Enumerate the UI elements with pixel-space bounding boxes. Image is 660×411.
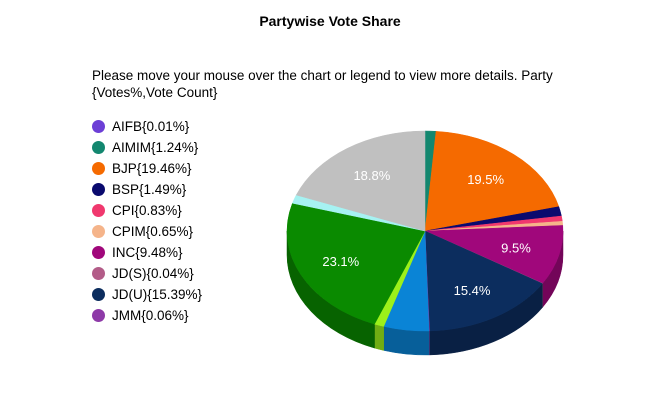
pie-data-label: 23.1% [322,254,359,269]
legend-label: INC{9.48%} [112,245,183,260]
legend-item[interactable]: BJP{19.46%} [92,158,202,179]
legend-swatch [92,288,105,301]
pie-data-label: 19.5% [467,172,504,187]
legend-swatch [92,183,105,196]
legend-swatch [92,120,105,133]
legend-swatch [92,246,105,259]
legend-item[interactable]: AIMIM{1.24%} [92,137,202,158]
pie-slice[interactable] [286,202,426,325]
pie-slices [286,130,564,332]
legend-item[interactable]: JD(U){15.39%} [92,284,202,305]
legend-label: JD(S){0.04%} [112,266,194,281]
legend-label: CPI{0.83%} [112,203,182,218]
legend-item[interactable]: CPIM{0.65%} [92,221,202,242]
legend-item[interactable]: CPI{0.83%} [92,200,202,221]
legend-item[interactable]: JD(S){0.04%} [92,263,202,284]
pie-side-walls [286,230,564,356]
legend-swatch [92,141,105,154]
chart-title: Partywise Vote Share [259,13,401,29]
legend-swatch [92,267,105,280]
pie-data-label: 9.5% [501,241,531,256]
legend-label: AIMIM{1.24%} [112,140,199,155]
pie-slice[interactable] [295,130,426,232]
pie-data-label: 15.4% [454,283,491,298]
legend-label: BJP{19.46%} [112,161,192,176]
chart-instructions: Please move your mouse over the chart or… [92,68,553,100]
pie-data-label: 18.8% [353,168,390,183]
legend-label: JMM{0.06%} [112,308,189,323]
legend-swatch [92,309,105,322]
pie-slice[interactable] [424,225,564,284]
legend-item[interactable]: AIFB{0.01%} [92,116,202,137]
chart-legend: AIFB{0.01%} AIMIM{1.24%} BJP{19.46%} BSP{1.… [92,116,202,326]
legend-item[interactable]: BSP{1.49%} [92,179,202,200]
legend-label: CPIM{0.65%} [112,224,194,239]
legend-item[interactable]: JMM{0.06%} [92,305,202,326]
pie-slice[interactable] [424,230,543,332]
legend-label: JD(U){15.39%} [112,287,203,302]
legend-swatch [92,162,105,175]
legend-label: BSP{1.49%} [112,182,187,197]
legend-label: AIFB{0.01%} [112,119,190,134]
pie-slice-side[interactable] [374,323,384,351]
legend-swatch [92,225,105,238]
pie-data-labels: 19.5% 9.5% 15.4% 23.1% 18.8% [322,168,531,298]
pie-slice[interactable] [424,131,560,232]
legend-swatch [92,204,105,217]
legend-item[interactable]: INC{9.48%} [92,242,202,263]
